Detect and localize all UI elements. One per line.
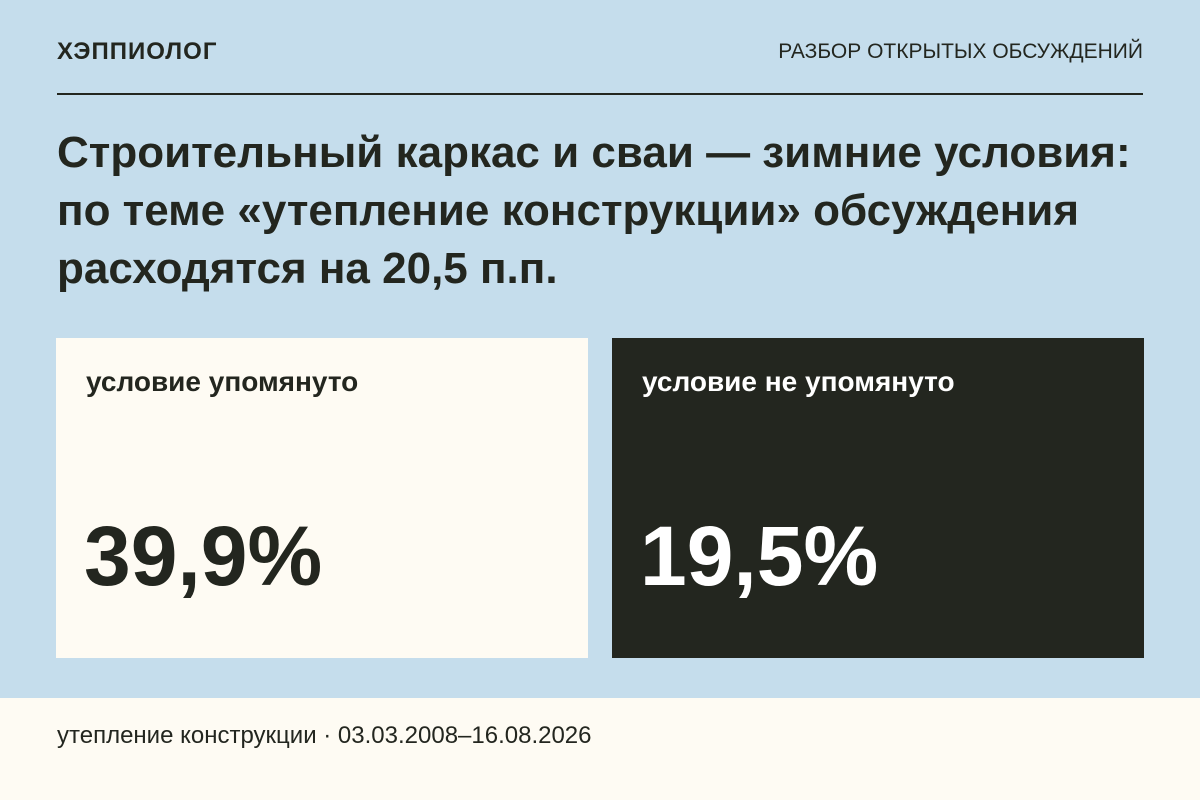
- brand: ХЭППИОЛОГ: [57, 38, 218, 65]
- section-label: РАЗБОР ОТКРЫТЫХ ОБСУЖДЕНИЙ: [778, 40, 1143, 63]
- footer-topic: утепление конструкции: [57, 722, 317, 749]
- card: условие не упомянуто 19,5%: [612, 338, 1144, 658]
- divider: [57, 93, 1143, 95]
- title: Строительный каркас и сваи — зимние усло…: [57, 128, 1131, 293]
- footer: утепление конструкции · 03.03.2008–16.08…: [0, 698, 1200, 800]
- card: условие упомянуто 39,9%: [56, 338, 588, 658]
- footer-period: 03.03.2008–16.08.2026: [337, 722, 592, 749]
- card-label: условие не упомянуто: [642, 366, 955, 397]
- footer-text: утепление конструкции · 03.03.2008–16.08…: [57, 722, 592, 749]
- card-value: 19,5%: [640, 509, 879, 603]
- card-value: 39,9%: [84, 509, 323, 603]
- card-label: условие упомянуто: [86, 366, 359, 397]
